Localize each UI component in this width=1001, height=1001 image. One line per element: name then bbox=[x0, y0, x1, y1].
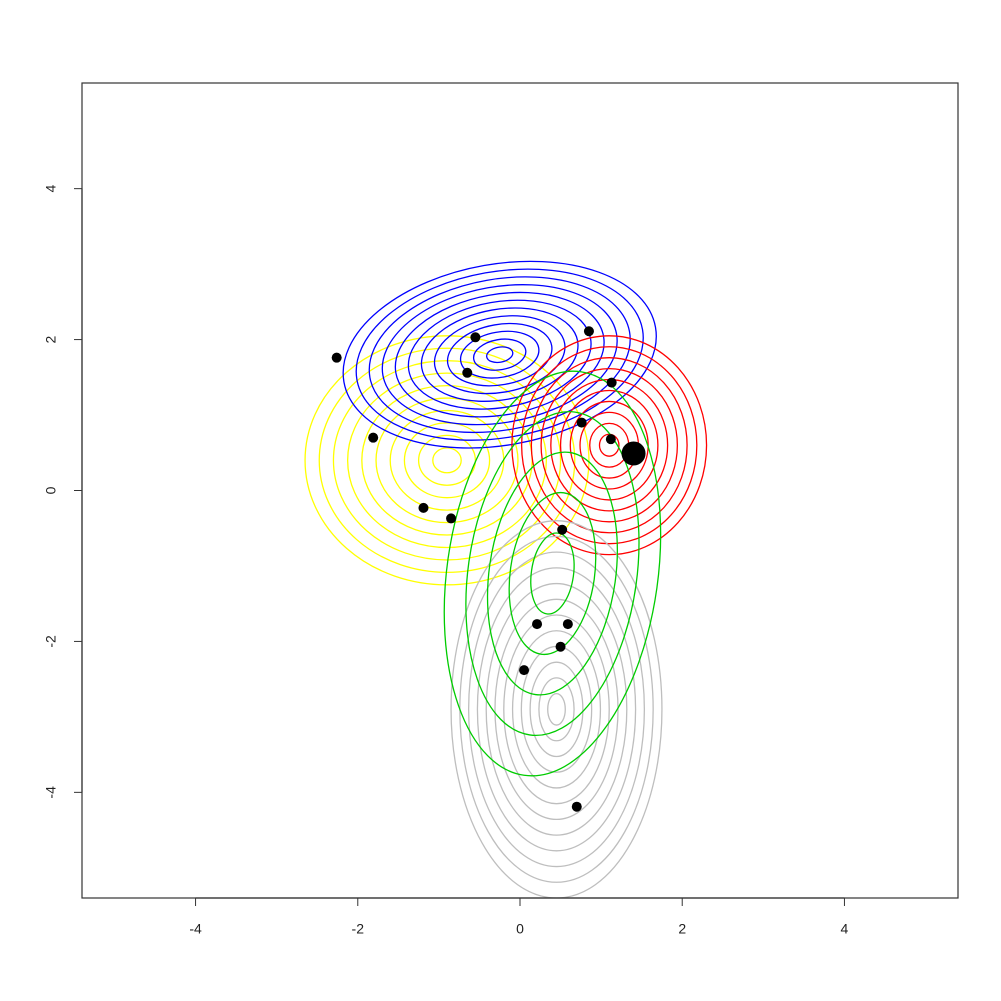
contour-line bbox=[450, 520, 663, 898]
contour-line bbox=[547, 692, 566, 726]
contour-line bbox=[342, 260, 657, 449]
contour-line bbox=[508, 491, 597, 656]
data-point bbox=[532, 619, 543, 630]
contour-line bbox=[511, 630, 602, 789]
contour-line bbox=[361, 384, 533, 536]
data-point bbox=[562, 619, 573, 630]
x-tick-label: 2 bbox=[678, 921, 686, 937]
data-point bbox=[605, 434, 616, 445]
contour-line bbox=[511, 335, 708, 556]
y-tick-label: 4 bbox=[43, 185, 59, 193]
data-point bbox=[606, 377, 617, 388]
data-point bbox=[446, 513, 457, 524]
contour-line bbox=[467, 551, 646, 868]
contour-line bbox=[520, 645, 593, 773]
contour-line bbox=[446, 322, 553, 387]
contour-line bbox=[346, 372, 548, 549]
contour-line bbox=[538, 677, 575, 742]
contour-line bbox=[394, 291, 605, 418]
data-point bbox=[571, 801, 582, 812]
contour-line bbox=[530, 532, 575, 615]
contour-line bbox=[433, 315, 566, 395]
data-point bbox=[583, 326, 594, 337]
contour-line bbox=[503, 614, 610, 805]
data-point bbox=[621, 441, 646, 466]
data-point bbox=[519, 665, 530, 676]
contour-line bbox=[520, 346, 698, 545]
x-tick-label: 0 bbox=[516, 921, 524, 937]
contour-layer bbox=[304, 260, 708, 898]
contour-line bbox=[381, 284, 618, 426]
data-point bbox=[331, 352, 342, 363]
contour-line bbox=[494, 598, 619, 821]
contour-line bbox=[403, 422, 491, 499]
contour-line bbox=[486, 346, 514, 364]
data-point bbox=[576, 417, 587, 428]
contour-line bbox=[476, 567, 637, 852]
data-point bbox=[368, 432, 379, 443]
contour-line bbox=[459, 535, 654, 883]
contour-line bbox=[589, 422, 630, 468]
y-tick-label: -2 bbox=[43, 635, 59, 648]
point-layer bbox=[331, 326, 646, 812]
contour-line bbox=[465, 411, 640, 736]
contour-line bbox=[559, 389, 659, 501]
contour-line bbox=[432, 447, 462, 474]
contour-line bbox=[550, 378, 669, 512]
contour-line bbox=[459, 330, 540, 379]
data-point bbox=[462, 367, 473, 378]
x-tick-label: -4 bbox=[189, 921, 202, 937]
contour-line bbox=[530, 357, 688, 534]
y-tick-label: -4 bbox=[43, 786, 59, 799]
contour-line bbox=[472, 338, 527, 371]
data-point bbox=[418, 502, 429, 513]
contour-line bbox=[304, 335, 590, 586]
data-point bbox=[555, 641, 566, 652]
contour-line bbox=[485, 582, 628, 836]
contour-line bbox=[420, 307, 579, 402]
y-tick-label: 0 bbox=[43, 486, 59, 494]
contour-line bbox=[375, 397, 519, 524]
contour-line bbox=[443, 370, 662, 777]
x-tick-label: 4 bbox=[841, 921, 849, 937]
contour-line bbox=[486, 451, 619, 696]
data-point bbox=[470, 332, 481, 343]
contour-line bbox=[417, 434, 477, 486]
data-point bbox=[557, 524, 568, 535]
contour-line bbox=[540, 367, 679, 523]
contour-line bbox=[529, 661, 584, 758]
x-tick-label: -2 bbox=[352, 921, 365, 937]
contour-line bbox=[355, 268, 644, 441]
y-tick-label: 2 bbox=[43, 335, 59, 343]
